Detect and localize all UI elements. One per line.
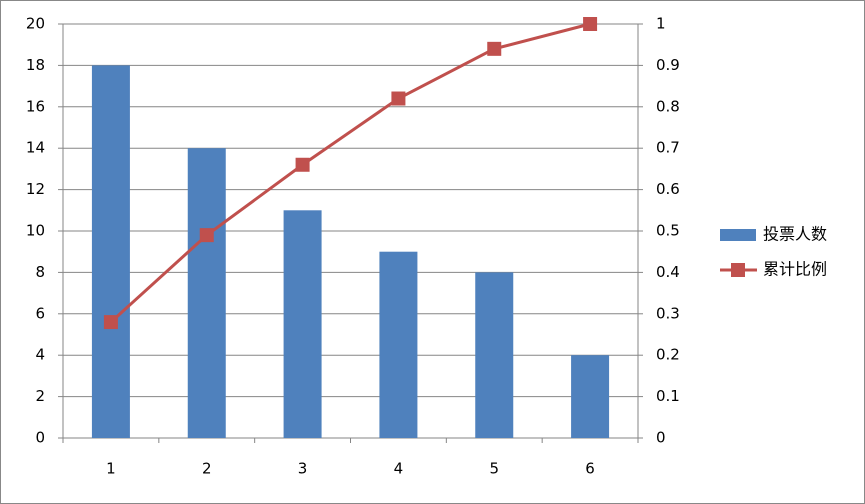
x-tick-label: 1: [106, 460, 116, 478]
y2-tick-label: 0.1: [656, 387, 680, 405]
y2-tick-label: 0.6: [656, 180, 680, 198]
y2-tick-label: 0.9: [656, 56, 680, 74]
bar: [571, 355, 610, 438]
bar: [475, 272, 514, 438]
x-tick-label: 6: [585, 460, 595, 478]
y2-tick-label: 0.3: [656, 304, 680, 322]
y-tick-label: 4: [35, 346, 45, 364]
line-marker: [103, 315, 118, 330]
y2-tick-label: 0.7: [656, 139, 680, 157]
y-tick-label: 14: [26, 139, 45, 157]
legend-marker: [731, 263, 745, 277]
line-marker: [391, 91, 406, 106]
y-tick-label: 6: [35, 304, 45, 322]
y-tick-label: 20: [26, 15, 45, 33]
y-tick-label: 0: [35, 429, 45, 447]
bar: [379, 251, 418, 438]
y2-tick-label: 0.5: [656, 222, 680, 240]
bar: [91, 65, 130, 439]
line-marker: [199, 228, 214, 243]
legend-label: 累计比例: [763, 260, 827, 279]
line-marker: [487, 41, 502, 56]
y2-tick-label: 0.2: [656, 346, 680, 364]
legend-label: 投票人数: [763, 225, 827, 244]
y-tick-label: 2: [35, 387, 45, 405]
line: [109, 22, 591, 324]
y-tick-label: 8: [35, 263, 45, 281]
y2-tick-label: 0: [656, 429, 666, 447]
y-tick-label: 12: [26, 180, 45, 198]
legend-swatch: [720, 229, 756, 241]
x-tick-label: 4: [394, 460, 404, 478]
y2-tick-label: 1: [656, 15, 666, 33]
line-marker: [295, 157, 310, 172]
bar: [187, 148, 226, 438]
x-tick-label: 5: [489, 460, 499, 478]
y-tick-label: 10: [26, 222, 45, 240]
y-tick-label: 16: [26, 97, 45, 115]
y2-tick-label: 0.4: [656, 263, 680, 281]
x-tick-label: 3: [298, 460, 308, 478]
line-marker: [583, 17, 598, 31]
y2-tick-label: 0.8: [656, 97, 680, 115]
x-tick-label: 2: [202, 460, 212, 478]
y-tick-label: 18: [26, 56, 45, 74]
bar: [283, 210, 322, 438]
